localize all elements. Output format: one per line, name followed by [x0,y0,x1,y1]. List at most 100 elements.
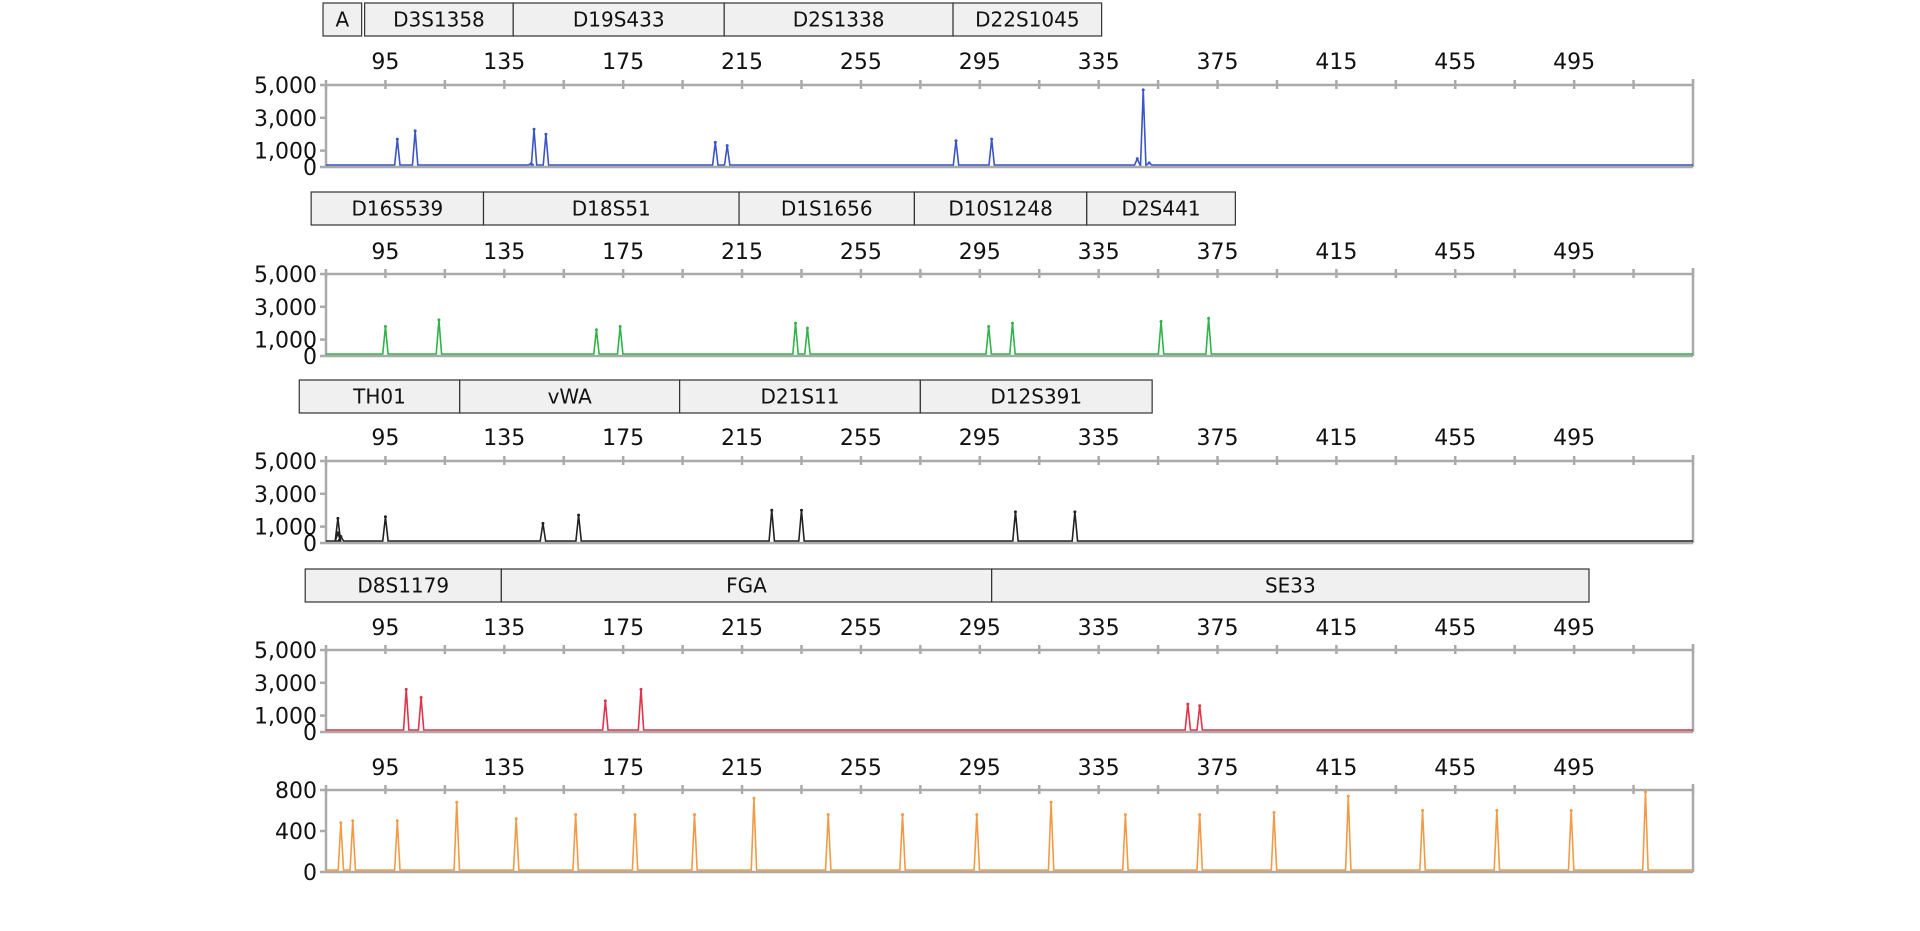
panel-4: D8S1179 FGA SE33 95 135 175 215 255 295 335 375 415… [254,568,1695,746]
x-tick-label: 295 [959,426,1001,451]
locus-marker[interactable]: FGA [500,568,993,603]
peak-point[interactable] [383,515,387,519]
peak-point[interactable] [794,321,798,325]
peak-point[interactable] [395,137,399,141]
locus-marker[interactable]: D10S1248 [913,191,1088,226]
peak-point[interactable] [1643,790,1647,794]
peak-point[interactable] [336,516,340,520]
peak-point[interactable] [618,324,622,328]
peak-point[interactable] [770,508,774,512]
locus-marker[interactable]: D19S433 [512,2,725,37]
peak-point[interactable] [1207,316,1211,320]
peak-point[interactable] [339,534,343,538]
peak-point[interactable] [603,699,607,703]
peak-point[interactable] [1495,809,1499,812]
peak-point[interactable] [752,796,756,800]
peak-point[interactable] [336,531,340,535]
x-tick-label: 255 [840,50,882,75]
peak-point[interactable] [975,813,979,817]
peak-point[interactable] [577,513,581,517]
locus-marker[interactable]: TH01 [298,379,461,414]
peak-point[interactable] [514,817,518,821]
locus-label: D3S1358 [393,8,485,32]
peak-point[interactable] [437,318,441,322]
peak-point[interactable] [544,132,548,136]
locus-marker[interactable]: D3S1358 [364,2,514,37]
x-tick-label: 95 [371,616,399,641]
peak-point[interactable] [383,324,387,328]
x-tick-label: 375 [1197,616,1239,641]
peak-point[interactable] [1123,813,1127,817]
peak-point[interactable] [990,137,994,141]
peak-point[interactable] [541,521,545,525]
peak-point[interactable] [404,687,408,691]
locus-label: D18S51 [572,197,651,221]
peak-point[interactable] [713,140,717,144]
x-tick-label: 255 [840,616,882,641]
locus-marker[interactable]: SE33 [991,568,1590,603]
locus-marker[interactable]: D1S1656 [738,191,916,226]
peak-point[interactable] [633,813,637,817]
peak-point[interactable] [692,813,696,817]
peak-point[interactable] [987,324,991,328]
peak-point[interactable] [1013,510,1017,514]
peak-point[interactable] [1569,809,1573,812]
locus-label: D16S539 [351,197,443,221]
peak-point[interactable] [1010,321,1014,325]
x-tick-label: 335 [1078,756,1120,781]
locus-label: D8S1179 [357,574,449,598]
peak-point[interactable] [1272,811,1276,815]
peak-point[interactable] [805,326,809,330]
peak-point[interactable] [395,819,399,823]
x-tick-label: 375 [1197,426,1239,451]
peak-point[interactable] [532,127,536,131]
locus-marker[interactable]: D16S539 [310,191,485,226]
locus-label: D1S1656 [781,197,873,221]
peak-point[interactable] [1198,813,1202,817]
locus-marker[interactable]: D21S11 [679,379,921,414]
peak-point[interactable] [954,139,958,143]
peak-point[interactable] [799,508,803,512]
peak-point[interactable] [1141,88,1145,92]
trace-line [326,318,1693,355]
peak-point[interactable] [455,800,459,804]
locus-marker[interactable]: D2S1338 [723,2,954,37]
locus-marker[interactable]: A [322,2,363,37]
locus-marker[interactable]: D2S441 [1086,191,1236,226]
peak-point[interactable] [1159,320,1163,324]
peak-point[interactable] [1186,702,1190,706]
x-tick-label: 495 [1553,756,1595,781]
peak-point[interactable] [826,813,830,817]
peak-point[interactable] [1147,161,1151,165]
peak-point[interactable] [1421,809,1425,812]
peak-point[interactable] [339,821,343,825]
x-tick-label: 495 [1553,50,1595,75]
x-tick-label: 295 [959,50,1001,75]
peak-point[interactable] [574,813,578,817]
locus-marker[interactable]: vWA [459,379,681,414]
peak-point[interactable] [1135,157,1139,161]
x-tick-label: 455 [1434,426,1476,451]
locus-marker[interactable]: D22S1045 [952,2,1103,37]
y-tick-label: 1,000 [254,140,317,165]
peak-point[interactable] [413,129,417,133]
x-tick-label: 175 [602,616,644,641]
locus-marker[interactable]: D12S391 [919,379,1153,414]
peak-point[interactable] [419,696,423,700]
x-tick-label: 495 [1553,616,1595,641]
peak-point[interactable] [1073,510,1077,514]
peak-point[interactable] [351,819,355,823]
peak-point[interactable] [529,162,533,166]
peak-point[interactable] [1198,704,1202,708]
locus-label: A [336,8,350,32]
peak-point[interactable] [725,144,729,148]
peak-point[interactable] [594,328,598,332]
peak-point[interactable] [901,813,905,817]
peak-point[interactable] [639,687,643,691]
locus-label: D19S433 [573,8,665,32]
peak-point[interactable] [1049,800,1053,804]
locus-marker[interactable]: D8S1179 [304,568,502,603]
locus-marker[interactable]: D18S51 [482,191,740,226]
peak-point[interactable] [1346,794,1350,798]
